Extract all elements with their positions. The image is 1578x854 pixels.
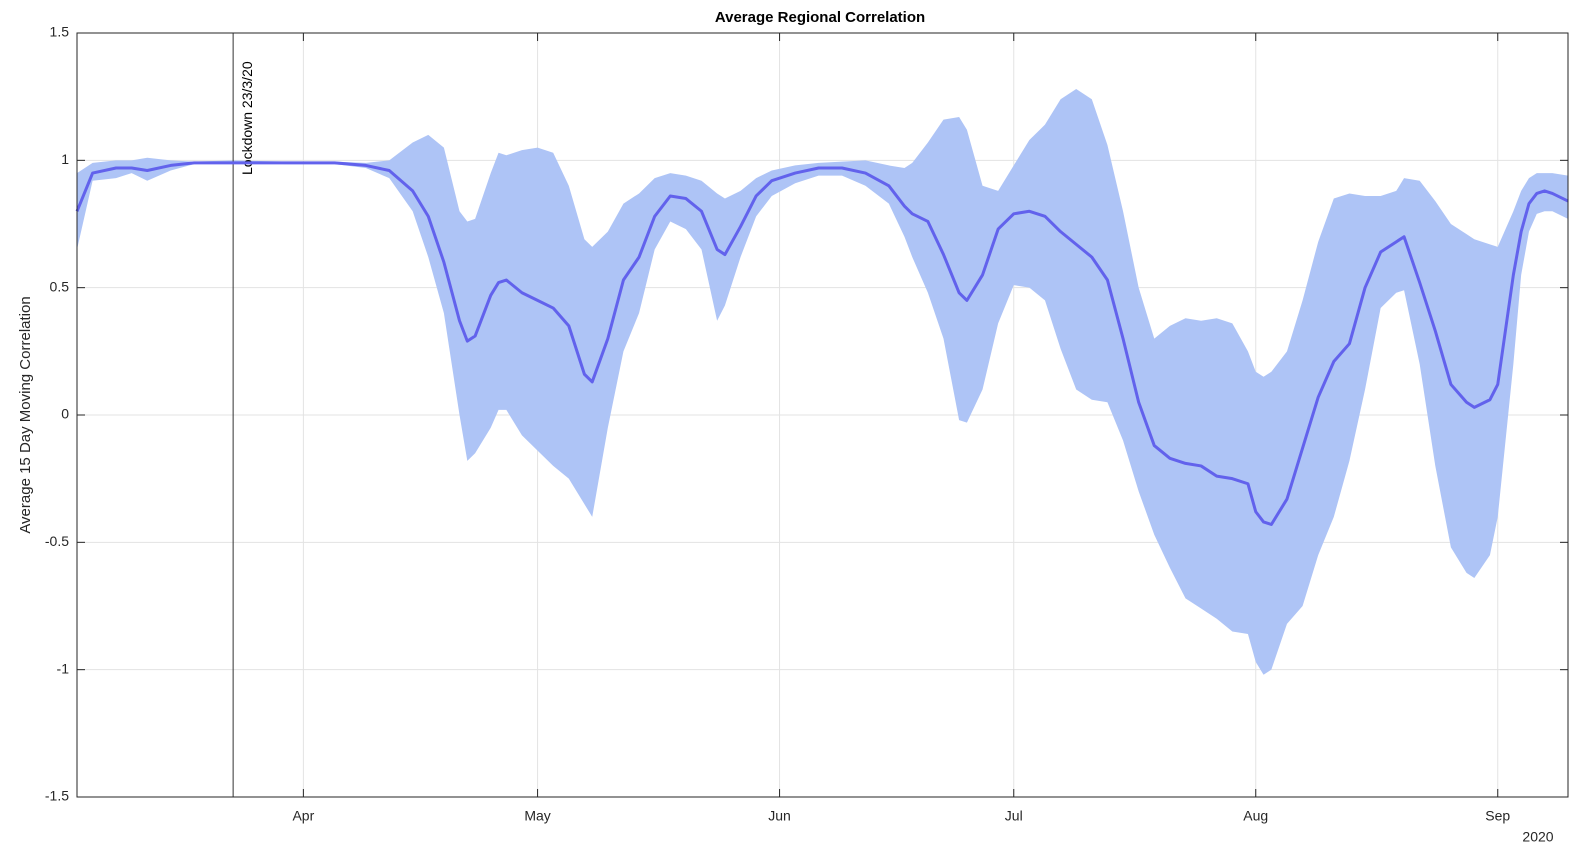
y-tick-label: 0.5 [50,278,70,294]
x-tick-label: Jul [1005,808,1023,824]
mean-line [75,161,1569,527]
y-tick-label: 1.5 [50,24,70,40]
x-tick-label: May [524,808,550,824]
chart-title: Average Regional Correlation [715,9,925,26]
confidence-band [77,89,1568,675]
y-tick-label: -1.5 [45,788,69,804]
y-tick-label: 0 [61,406,69,422]
x-tick-label: Aug [1243,808,1268,824]
plot-frame [76,32,1569,798]
x-tick-label: Sep [1485,808,1510,824]
y-tick-label: 1 [61,151,69,167]
x-secondary-label: 2020 [1522,829,1553,845]
x-tick-label: Apr [292,808,314,824]
x-tick-label: Jun [768,808,791,824]
y-tick-label: -0.5 [45,533,69,549]
y-tick-label: -1 [57,660,70,676]
y-axis-label: Average 15 Day Moving Correlation [17,296,34,533]
annotation-text: Lockdown 23/3/20 [239,61,255,175]
